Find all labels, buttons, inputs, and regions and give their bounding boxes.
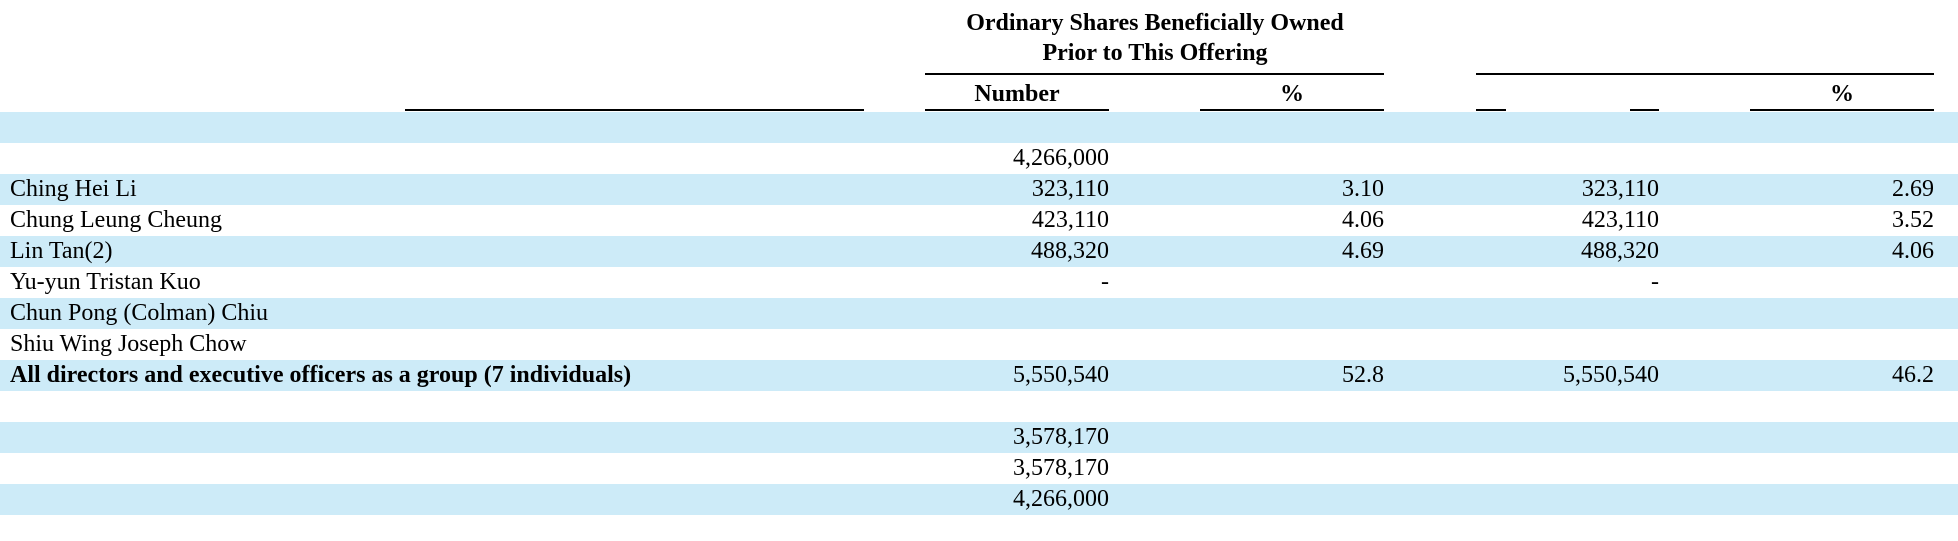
number-after: 323,110 <box>1581 176 1659 202</box>
number-after-rule-right <box>1630 109 1659 111</box>
holder-name: Ching Hei Li <box>10 176 137 202</box>
header-percent-after: % <box>1830 81 1854 107</box>
table-row: 3,578,170 <box>0 422 1958 453</box>
percent-prior-rule <box>1200 109 1384 111</box>
holder-name: Chun Pong (Colman) Chiu <box>10 300 269 326</box>
number-prior: 4,266,000 <box>1013 486 1109 512</box>
header-percent-prior: % <box>1280 81 1304 107</box>
percent-after: 4.06 <box>1892 238 1934 264</box>
table-row <box>0 391 1958 422</box>
number-prior: 5,550,540 <box>1013 362 1109 388</box>
header-number-prior: Number <box>974 81 1060 107</box>
header-group-after-rule <box>1476 73 1934 75</box>
number-prior: 323,110 <box>1031 176 1109 202</box>
holder-name-group-total: All directors and executive officers as … <box>10 362 632 388</box>
number-prior-rule <box>925 109 1109 111</box>
number-after: 488,320 <box>1581 238 1659 264</box>
number-prior: 488,320 <box>1031 238 1109 264</box>
table-row: Chung Leung Cheung 423,110 4.06 423,110 … <box>0 205 1958 236</box>
percent-after: 2.69 <box>1892 176 1934 202</box>
table-row: 4,266,000 <box>0 484 1958 515</box>
number-prior: 423,110 <box>1031 207 1109 233</box>
table-row <box>0 112 1958 143</box>
percent-after: 46.2 <box>1892 362 1934 388</box>
number-after: - <box>1651 269 1659 295</box>
header-group-prior-rule <box>925 73 1384 75</box>
number-prior: 3,578,170 <box>1013 455 1109 481</box>
percent-prior: 52.8 <box>1342 362 1384 388</box>
table-row: Yu-yun Tristan Kuo - - <box>0 267 1958 298</box>
percent-after-rule <box>1750 109 1934 111</box>
percent-prior: 4.69 <box>1342 238 1384 264</box>
number-after: 423,110 <box>1581 207 1659 233</box>
number-after: 5,550,540 <box>1563 362 1659 388</box>
table-row: All directors and executive officers as … <box>0 360 1958 391</box>
percent-prior: 4.06 <box>1342 207 1384 233</box>
table-row: Shiu Wing Joseph Chow <box>0 329 1958 360</box>
holder-name: Lin Tan(2) <box>10 238 113 264</box>
header-group-prior-line1: Ordinary Shares Beneficially Owned <box>966 10 1344 36</box>
holder-name: Chung Leung Cheung <box>10 207 222 233</box>
holder-name: Yu-yun Tristan Kuo <box>10 269 201 295</box>
number-prior: - <box>1101 269 1109 295</box>
holder-name: Shiu Wing Joseph Chow <box>10 331 247 357</box>
percent-after: 3.52 <box>1892 207 1934 233</box>
number-prior: 4,266,000 <box>1013 145 1109 171</box>
number-prior: 3,578,170 <box>1013 424 1109 450</box>
table-row: 4,266,000 <box>0 143 1958 174</box>
table-row: 3,578,170 <box>0 453 1958 484</box>
percent-prior: 3.10 <box>1342 176 1384 202</box>
header-group-prior: Ordinary Shares Beneficially Owned Prior… <box>925 8 1385 68</box>
table-row: Chun Pong (Colman) Chiu <box>0 298 1958 329</box>
name-column-rule <box>405 109 864 111</box>
table-row: Lin Tan(2) 488,320 4.69 488,320 4.06 <box>0 236 1958 267</box>
header-group-prior-line2: Prior to This Offering <box>1042 40 1268 66</box>
table-row: Ching Hei Li 323,110 3.10 323,110 2.69 <box>0 174 1958 205</box>
number-after-rule-left <box>1476 109 1506 111</box>
